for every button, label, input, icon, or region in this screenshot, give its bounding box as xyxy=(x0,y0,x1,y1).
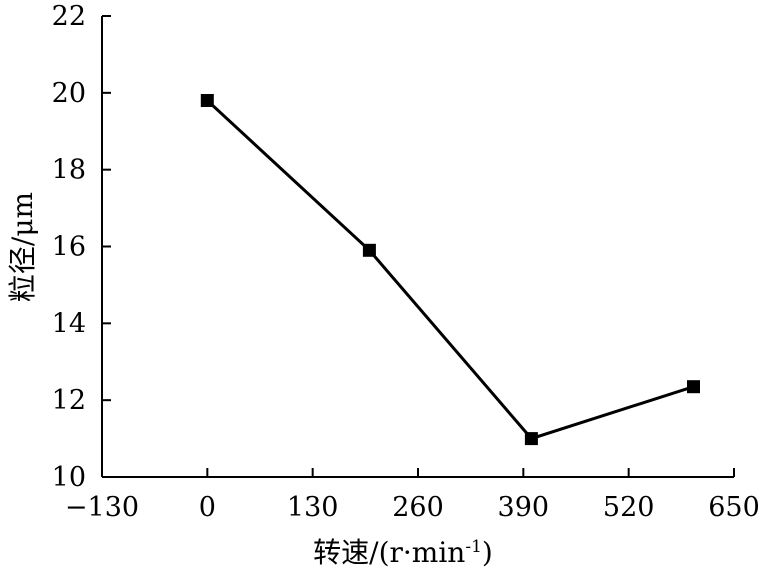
y-tick-label: 14 xyxy=(52,308,86,339)
x-tick-label: 390 xyxy=(498,492,550,523)
y-tick-label: 18 xyxy=(52,155,86,186)
y-axis-title: 粒径/μm xyxy=(6,192,39,302)
data-point-marker xyxy=(687,380,700,394)
x-tick-label: 130 xyxy=(287,492,339,523)
x-tick-label: 520 xyxy=(603,492,655,523)
series-line xyxy=(206,99,694,441)
data-point-marker xyxy=(200,94,214,107)
x-tick-label: 260 xyxy=(392,492,444,523)
x-axis-title-superscript: -1 xyxy=(465,537,482,557)
data-point-marker xyxy=(524,432,538,446)
x-tick-label: 0 xyxy=(199,492,216,523)
data-point-marker xyxy=(362,243,376,257)
series-layer xyxy=(200,94,700,446)
axes: 10 12 14 16 18 20 22 −130 0 130 260 390 520 650 xyxy=(52,1,760,523)
y-tick-label: 16 xyxy=(52,232,86,263)
y-tick-label: 12 xyxy=(52,385,86,416)
x-axis-title: 转速/(r·min-1) xyxy=(313,536,493,569)
x-tick-label: 650 xyxy=(708,492,760,523)
y-tick-label: 10 xyxy=(52,462,86,493)
y-tick-label: 20 xyxy=(52,78,86,109)
x-axis-title-suffix: ) xyxy=(482,536,493,569)
y-tick-label: 22 xyxy=(52,1,86,32)
axis-labels: 转速/(r·min-1) 粒径/μm xyxy=(6,192,493,569)
x-tick-label: −130 xyxy=(65,492,139,523)
x-axis-title-main: 转速/(r·min xyxy=(313,536,465,569)
